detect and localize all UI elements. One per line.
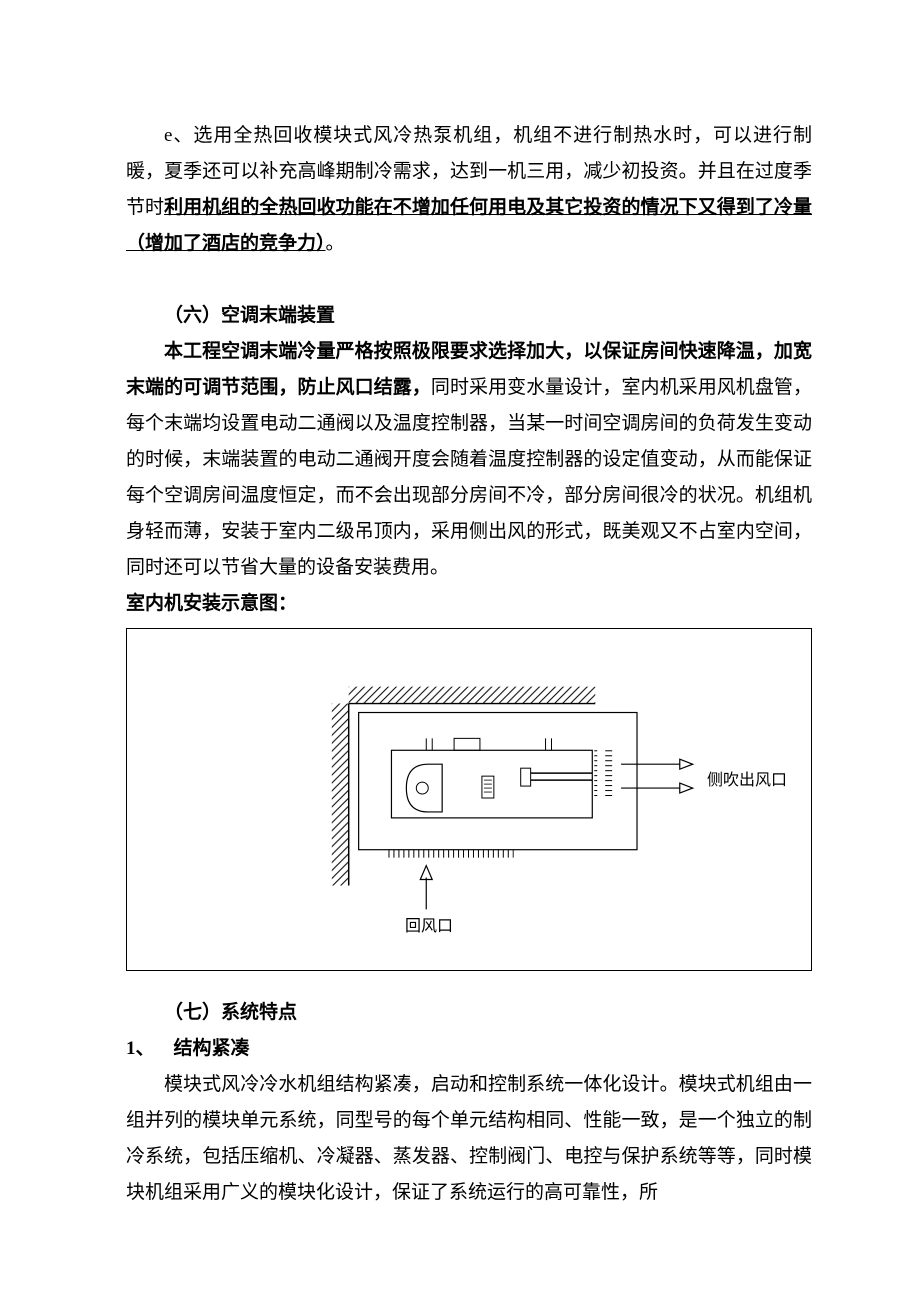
- diagram-svg: [127, 629, 811, 970]
- indoor-unit-diagram: 侧吹出风口 回风口: [126, 628, 812, 971]
- arrow-side-2: [621, 783, 693, 793]
- label-return-air: 回风口: [405, 912, 453, 936]
- para-e-underline: 利用机组的全热回收功能在不增加任何用电及其它投资的情况下又得到了冷量（增加了酒店…: [126, 197, 812, 254]
- diagram-title: 室内机安装示意图：: [126, 586, 812, 622]
- arrow-return: [420, 866, 432, 910]
- section6-heading: （六）空调末端装置: [126, 298, 812, 334]
- para-e-suffix: 。: [326, 233, 345, 254]
- arrow-side-1: [621, 759, 693, 769]
- section7-item1-line: 1、 结构紧凑: [126, 1031, 812, 1067]
- section6-rest: 同时采用变水量设计，室内机采用风机盘管，每个末端均设置电动二通阀以及温度控制器，…: [126, 377, 812, 578]
- spacer: [126, 262, 812, 298]
- section7-item1-title: 结构紧凑: [174, 1038, 250, 1059]
- section7-heading: （七）系统特点: [126, 995, 812, 1031]
- label-side-outlet: 侧吹出风口: [707, 766, 787, 790]
- section7-item1-num: 1、: [126, 1038, 155, 1059]
- section7-item1-body: 模块式风冷冷水机组结构紧凑，启动和控制系统一体化设计。模块式机组由一组并列的模块…: [126, 1067, 812, 1211]
- paragraph-e: e、选用全热回收模块式风冷热泵机组，机组不进行制热水时，可以进行制暖，夏季还可以…: [126, 118, 812, 262]
- section6-body: 本工程空调末端冷量严格按照极限要求选择加大，以保证房间快速降温，加宽末端的可调节…: [126, 334, 812, 586]
